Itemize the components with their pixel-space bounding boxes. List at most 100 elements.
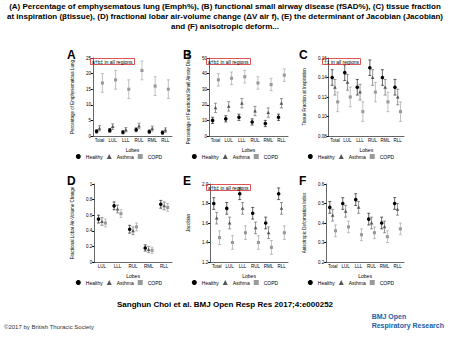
svg-text:F: F <box>299 174 306 188</box>
svg-text:a†b‡ in all regions: a†b‡ in all regions <box>208 185 249 191</box>
svg-text:COPD: COPD <box>380 154 395 160</box>
svg-text:Lobes: Lobes <box>126 147 140 153</box>
svg-text:Asthma: Asthma <box>117 154 134 160</box>
svg-text:0: 0 <box>90 260 93 265</box>
svg-text:Total: Total <box>328 264 338 269</box>
svg-text:RUL: RUL <box>129 264 138 269</box>
svg-text:40: 40 <box>202 71 208 76</box>
svg-text:COPD: COPD <box>148 154 163 160</box>
svg-text:LUL: LUL <box>98 264 107 269</box>
svg-text:Healthy: Healthy <box>318 154 335 160</box>
svg-text:15: 15 <box>86 87 92 92</box>
svg-text:RML: RML <box>147 138 157 143</box>
svg-text:Healthy: Healthy <box>202 280 219 286</box>
svg-text:Asthma: Asthma <box>233 280 250 286</box>
svg-text:Asthma: Asthma <box>117 280 134 286</box>
svg-text:RLL: RLL <box>277 138 286 143</box>
svg-text:Percentage of Emphysematous Lu: Percentage of Emphysematous Lung <box>70 59 75 134</box>
svg-text:0: 0 <box>88 134 91 139</box>
svg-text:1.8: 1.8 <box>202 201 209 206</box>
svg-text:Total: Total <box>212 264 222 269</box>
svg-text:Asthma: Asthma <box>349 154 366 160</box>
svg-text:0.5: 0.5 <box>318 201 325 206</box>
svg-text:0.08: 0.08 <box>318 134 327 139</box>
svg-text:RML: RML <box>263 138 273 143</box>
svg-text:Percentage of Functional Small: Percentage of Functional Small Airway Di… <box>186 49 191 144</box>
svg-text:RML: RML <box>380 264 390 269</box>
svg-text:1.4: 1.4 <box>202 240 209 245</box>
svg-text:COPD: COPD <box>264 280 279 286</box>
svg-text:0.6: 0.6 <box>318 182 325 187</box>
svg-text:0.4: 0.4 <box>318 221 325 226</box>
svg-text:0: 0 <box>204 134 207 139</box>
svg-text:†‡ in all regions: †‡ in all regions <box>324 59 360 65</box>
svg-text:D: D <box>67 174 76 188</box>
svg-text:Total: Total <box>330 138 340 143</box>
svg-text:LUL: LUL <box>225 138 234 143</box>
svg-text:RLL: RLL <box>394 138 403 143</box>
svg-text:1: 1 <box>90 182 93 187</box>
svg-text:E: E <box>183 174 191 188</box>
svg-text:RUL: RUL <box>367 264 376 269</box>
svg-text:Lobes: Lobes <box>242 273 256 279</box>
svg-text:30: 30 <box>202 87 208 92</box>
svg-text:COPD: COPD <box>264 154 279 160</box>
svg-text:RUL: RUL <box>251 264 260 269</box>
svg-text:RUL: RUL <box>251 138 260 143</box>
svg-text:10: 10 <box>86 102 92 107</box>
svg-text:LUL: LUL <box>109 138 118 143</box>
svg-text:RUL: RUL <box>368 138 377 143</box>
svg-text:5: 5 <box>88 118 91 123</box>
svg-text:RLL: RLL <box>393 264 402 269</box>
svg-text:Total: Total <box>95 138 105 143</box>
svg-text:0.8: 0.8 <box>86 197 93 202</box>
svg-text:RLL: RLL <box>160 264 169 269</box>
svg-text:20: 20 <box>202 102 208 107</box>
svg-text:0.2: 0.2 <box>318 260 325 265</box>
svg-text:0.6: 0.6 <box>86 213 93 218</box>
svg-text:Healthy: Healthy <box>202 154 219 160</box>
svg-text:LLL: LLL <box>122 138 130 143</box>
svg-text:A: A <box>67 48 76 62</box>
svg-text:Lobes: Lobes <box>126 273 140 279</box>
svg-text:COPD: COPD <box>380 280 395 286</box>
svg-text:a†b‡ in all regions: a†b‡ in all regions <box>92 59 133 65</box>
svg-text:LLL: LLL <box>238 138 246 143</box>
svg-text:Lobes: Lobes <box>242 147 256 153</box>
svg-text:Tissue Fraction at Inspiration: Tissue Fraction at Inspiration <box>302 68 307 126</box>
svg-text:20: 20 <box>86 71 92 76</box>
svg-text:Lobes: Lobes <box>358 273 372 279</box>
svg-text:Total: Total <box>211 138 221 143</box>
svg-text:LLL: LLL <box>114 264 122 269</box>
svg-text:RML: RML <box>144 264 154 269</box>
svg-text:B: B <box>183 48 192 62</box>
svg-text:Lobes: Lobes <box>360 147 374 153</box>
svg-text:LUL: LUL <box>341 264 350 269</box>
svg-text:LLL: LLL <box>239 264 247 269</box>
svg-text:Asthma: Asthma <box>349 280 366 286</box>
svg-text:LUL: LUL <box>343 138 352 143</box>
svg-text:C: C <box>299 48 308 62</box>
svg-text:a†b‡ in all regions: a†b‡ in all regions <box>208 59 249 65</box>
svg-text:LLL: LLL <box>355 264 363 269</box>
svg-text:Asthma: Asthma <box>233 154 250 160</box>
svg-text:LUL: LUL <box>225 264 234 269</box>
svg-text:Jacobian: Jacobian <box>186 213 191 232</box>
svg-text:0.4: 0.4 <box>86 228 93 233</box>
svg-text:COPD: COPD <box>148 280 163 286</box>
svg-text:RML: RML <box>264 264 274 269</box>
svg-text:0.10: 0.10 <box>318 114 327 119</box>
svg-text:Fractional Lobar Air-Volume Ch: Fractional Lobar Air-Volume Change <box>70 186 75 259</box>
svg-text:Healthy: Healthy <box>318 280 335 286</box>
svg-text:RLL: RLL <box>161 138 170 143</box>
svg-text:LLL: LLL <box>356 138 364 143</box>
svg-text:10: 10 <box>202 118 208 123</box>
svg-text:RML: RML <box>380 138 390 143</box>
svg-text:Anisotropic Deformation Index: Anisotropic Deformation Index <box>302 192 307 253</box>
svg-text:1.2: 1.2 <box>202 260 209 265</box>
svg-text:0.12: 0.12 <box>318 95 327 100</box>
svg-text:0.2: 0.2 <box>86 244 93 249</box>
svg-text:0.14: 0.14 <box>318 75 327 80</box>
svg-text:RLL: RLL <box>277 264 286 269</box>
svg-text:0.3: 0.3 <box>318 240 325 245</box>
